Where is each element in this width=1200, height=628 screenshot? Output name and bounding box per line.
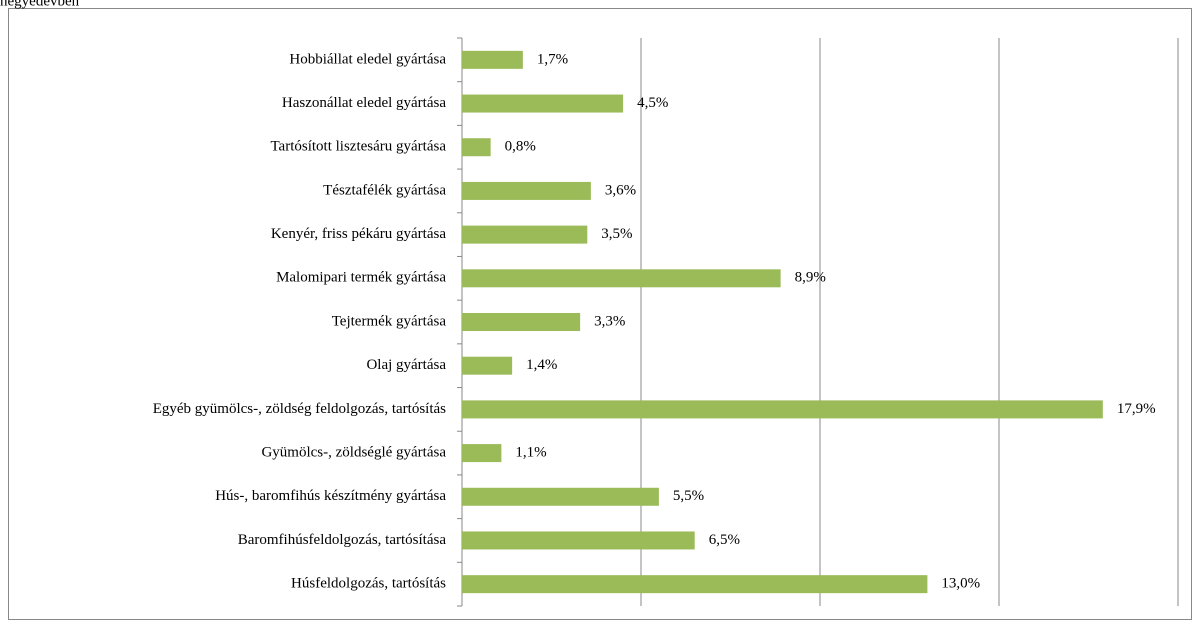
bar xyxy=(462,138,491,157)
bar xyxy=(462,444,502,463)
bar xyxy=(462,531,695,550)
data-label: 0,8% xyxy=(505,139,536,155)
y-tick-label: Tésztafélék gyártása xyxy=(323,182,446,198)
bar xyxy=(462,575,928,594)
data-label: 3,3% xyxy=(594,313,625,329)
bar xyxy=(462,487,659,506)
data-label: 3,5% xyxy=(601,226,632,242)
y-tick-label: Hobbiállat eledel gyártása xyxy=(289,51,446,67)
data-label: 8,9% xyxy=(795,270,826,286)
bar xyxy=(462,50,523,69)
data-label: 1,7% xyxy=(537,51,568,67)
bar xyxy=(462,225,588,244)
chart-frame xyxy=(8,8,1192,620)
y-tick-label: Kenyér, friss pékáru gyártása xyxy=(271,226,447,242)
bar xyxy=(462,356,513,375)
y-tick-label: Gyümölcs-, zöldséglé gyártása xyxy=(261,445,446,461)
y-tick-label: Egyéb gyümölcs-, zöldség feldolgozás, ta… xyxy=(153,401,446,417)
data-label: 13,0% xyxy=(941,576,980,592)
data-label: 17,9% xyxy=(1117,401,1156,417)
chart-title: negyedévben xyxy=(0,0,80,9)
data-label: 6,5% xyxy=(709,532,740,548)
y-tick-label: Haszonállat eledel gyártása xyxy=(282,95,446,111)
data-label: 1,1% xyxy=(515,445,546,461)
y-tick-label: Tejtermék gyártása xyxy=(332,313,447,329)
y-tick-label: Tartósított lisztesáru gyártása xyxy=(270,139,446,155)
y-tick-label: Hús-, baromfihús készítmény gyártása xyxy=(215,488,446,504)
bar xyxy=(462,400,1103,419)
y-tick-label: Malomipari termék gyártása xyxy=(276,270,446,286)
data-label: 4,5% xyxy=(637,95,668,111)
y-tick-label: Húsfeldolgozás, tartósítás xyxy=(291,576,446,592)
data-label: 3,6% xyxy=(605,182,636,198)
data-label: 5,5% xyxy=(673,488,704,504)
y-tick-label: Baromfihúsfeldolgozás, tartósítása xyxy=(238,532,447,548)
data-label: 1,4% xyxy=(526,357,557,373)
bar xyxy=(462,313,581,331)
bar xyxy=(462,94,624,113)
bar xyxy=(462,181,591,200)
y-tick-label: Olaj gyártása xyxy=(366,357,446,373)
bar xyxy=(462,269,781,288)
